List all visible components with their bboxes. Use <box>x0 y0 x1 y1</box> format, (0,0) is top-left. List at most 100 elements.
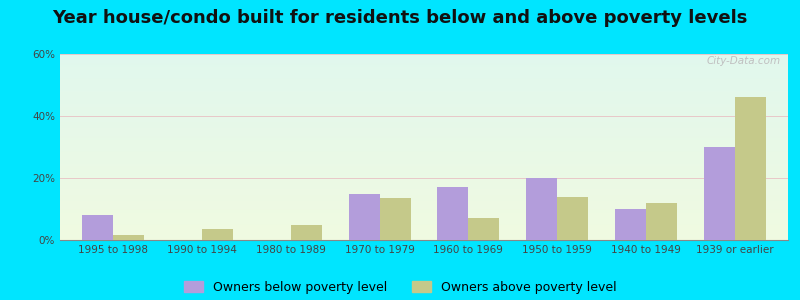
Bar <box>60 102 788 103</box>
Bar <box>60 192 788 193</box>
Bar <box>60 239 788 240</box>
Bar <box>60 226 788 227</box>
Bar <box>60 181 788 182</box>
Bar <box>60 71 788 72</box>
Bar <box>60 224 788 225</box>
Bar <box>60 129 788 130</box>
Bar <box>60 167 788 168</box>
Bar <box>557 196 588 240</box>
Bar <box>60 137 788 138</box>
Bar <box>60 69 788 70</box>
Bar <box>60 215 788 216</box>
Bar <box>60 138 788 139</box>
Bar <box>615 209 646 240</box>
Bar <box>60 162 788 163</box>
Bar <box>60 221 788 222</box>
Bar <box>734 98 766 240</box>
Bar <box>60 207 788 208</box>
Bar <box>60 179 788 180</box>
Bar <box>60 128 788 129</box>
Bar <box>60 157 788 158</box>
Bar <box>60 150 788 151</box>
Bar <box>60 105 788 106</box>
Bar <box>60 188 788 189</box>
Bar <box>60 214 788 215</box>
Bar <box>202 229 233 240</box>
Bar <box>60 77 788 78</box>
Bar <box>60 58 788 59</box>
Bar <box>468 218 499 240</box>
Bar <box>60 165 788 166</box>
Bar <box>60 62 788 63</box>
Bar <box>60 235 788 236</box>
Bar <box>60 168 788 169</box>
Bar <box>60 172 788 173</box>
Bar <box>60 76 788 77</box>
Bar <box>60 185 788 186</box>
Bar <box>60 204 788 205</box>
Bar <box>60 193 788 194</box>
Bar <box>60 64 788 65</box>
Bar <box>60 147 788 148</box>
Bar <box>60 158 788 159</box>
Bar <box>60 73 788 74</box>
Bar <box>60 95 788 96</box>
Bar <box>60 163 788 164</box>
Bar <box>60 97 788 98</box>
Bar <box>60 203 788 204</box>
Bar <box>60 96 788 97</box>
Bar <box>60 61 788 62</box>
Bar <box>60 143 788 144</box>
Bar <box>60 91 788 92</box>
Bar <box>60 80 788 81</box>
Bar <box>60 117 788 118</box>
Bar <box>60 122 788 123</box>
Bar <box>60 160 788 161</box>
Bar <box>60 103 788 104</box>
Bar <box>60 210 788 211</box>
Bar <box>60 183 788 184</box>
Bar <box>60 92 788 93</box>
Bar <box>60 55 788 56</box>
Bar <box>60 88 788 89</box>
Bar <box>60 234 788 235</box>
Text: Year house/condo built for residents below and above poverty levels: Year house/condo built for residents bel… <box>52 9 748 27</box>
Bar <box>60 177 788 178</box>
Bar <box>60 153 788 154</box>
Bar <box>60 231 788 232</box>
Bar <box>60 81 788 82</box>
Bar <box>60 109 788 110</box>
Bar <box>60 112 788 113</box>
Bar <box>60 164 788 165</box>
Bar <box>60 187 788 188</box>
Bar <box>60 201 788 202</box>
Bar <box>60 116 788 117</box>
Bar <box>60 171 788 172</box>
Bar <box>82 215 114 240</box>
Bar <box>60 225 788 226</box>
Bar <box>60 57 788 58</box>
Legend: Owners below poverty level, Owners above poverty level: Owners below poverty level, Owners above… <box>184 281 616 294</box>
Bar <box>60 218 788 219</box>
Bar <box>60 222 788 223</box>
Bar <box>60 170 788 171</box>
Bar <box>60 216 788 217</box>
Bar <box>60 107 788 108</box>
Bar <box>60 233 788 234</box>
Bar <box>60 87 788 88</box>
Bar <box>60 202 788 203</box>
Bar <box>60 99 788 100</box>
Bar <box>60 208 788 209</box>
Bar <box>60 127 788 128</box>
Bar <box>60 151 788 152</box>
Bar <box>60 74 788 75</box>
Bar <box>60 156 788 157</box>
Bar <box>60 194 788 195</box>
Bar <box>60 101 788 102</box>
Bar <box>60 146 788 147</box>
Bar <box>60 232 788 233</box>
Bar <box>60 113 788 114</box>
Bar <box>60 228 788 229</box>
Bar <box>60 100 788 101</box>
Bar <box>60 89 788 90</box>
